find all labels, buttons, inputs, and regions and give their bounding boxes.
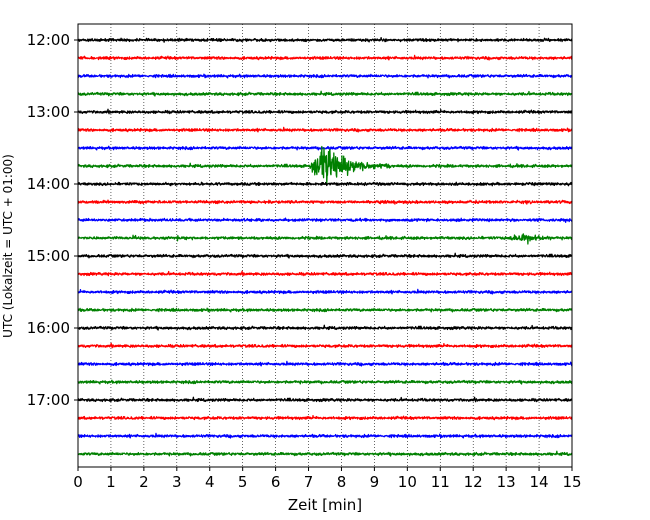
- vertical-grid: [110, 24, 540, 467]
- trace-line-1330: [77, 145, 573, 151]
- x-tick-label: 13: [497, 473, 516, 491]
- trace-line-1630: [77, 360, 573, 367]
- trace-line-1700: [77, 396, 573, 403]
- trace-line-1345: [77, 145, 573, 185]
- trace-line-1715: [77, 414, 573, 421]
- x-tick-label: 8: [337, 473, 347, 491]
- trace-line-1745: [77, 450, 573, 457]
- x-tick-label: 1: [106, 473, 116, 491]
- x-tick-label: 0: [73, 473, 83, 491]
- y-tick-label: 14:00: [27, 175, 70, 193]
- y-tick-label: 12:00: [27, 31, 70, 49]
- x-tick-label: 3: [172, 473, 182, 491]
- trace-line-1245: [77, 90, 573, 97]
- x-axis-ticks: 0 1 2 3 4 5 6 7 8 9 10 11 12 13 14 15: [73, 467, 582, 491]
- y-tick-label: 16:00: [27, 319, 70, 337]
- trace-line-1730: [77, 432, 573, 439]
- trace-line-1615: [77, 342, 573, 349]
- y-axis-label: UTC (Lokalzeit = UTC + 01:00): [1, 154, 15, 338]
- x-tick-label: 9: [370, 473, 380, 491]
- y-axis-ticks: 12:00 13:00 14:00 15:00 16:00 17:00: [27, 31, 78, 409]
- trace-line-1200: [77, 37, 573, 43]
- y-tick-label: 13:00: [27, 103, 70, 121]
- trace-line-1230: [77, 73, 573, 79]
- x-tick-label: 6: [271, 473, 281, 491]
- x-tick-label: 14: [530, 473, 549, 491]
- seismogram-traces: [77, 37, 573, 457]
- trace-line-1530: [77, 288, 573, 295]
- x-tick-label: 10: [398, 473, 417, 491]
- trace-line-1300: [77, 108, 573, 115]
- x-tick-label: 5: [238, 473, 248, 491]
- trace-line-1645: [77, 379, 573, 385]
- y-tick-label: 15:00: [27, 247, 70, 265]
- x-tick-label: 7: [304, 473, 314, 491]
- x-tick-label: 4: [205, 473, 215, 491]
- trace-line-1400: [77, 181, 573, 187]
- x-tick-label: 11: [431, 473, 450, 491]
- trace-line-1430: [77, 217, 573, 223]
- trace-line-1545: [77, 307, 573, 313]
- trace-line-1315: [77, 126, 573, 133]
- trace-line-1445: [77, 233, 573, 245]
- trace-line-1515: [77, 270, 573, 277]
- x-tick-label: 15: [562, 473, 581, 491]
- x-tick-label: 2: [139, 473, 149, 491]
- y-tick-label: 17:00: [27, 391, 70, 409]
- x-axis-label: Zeit [min]: [288, 496, 362, 514]
- trace-line-1215: [77, 54, 573, 61]
- trace-line-1600: [77, 324, 573, 331]
- trace-line-1500: [77, 252, 573, 259]
- trace-line-1415: [77, 199, 573, 205]
- plot-frame: [77, 23, 573, 468]
- x-tick-label: 12: [464, 473, 483, 491]
